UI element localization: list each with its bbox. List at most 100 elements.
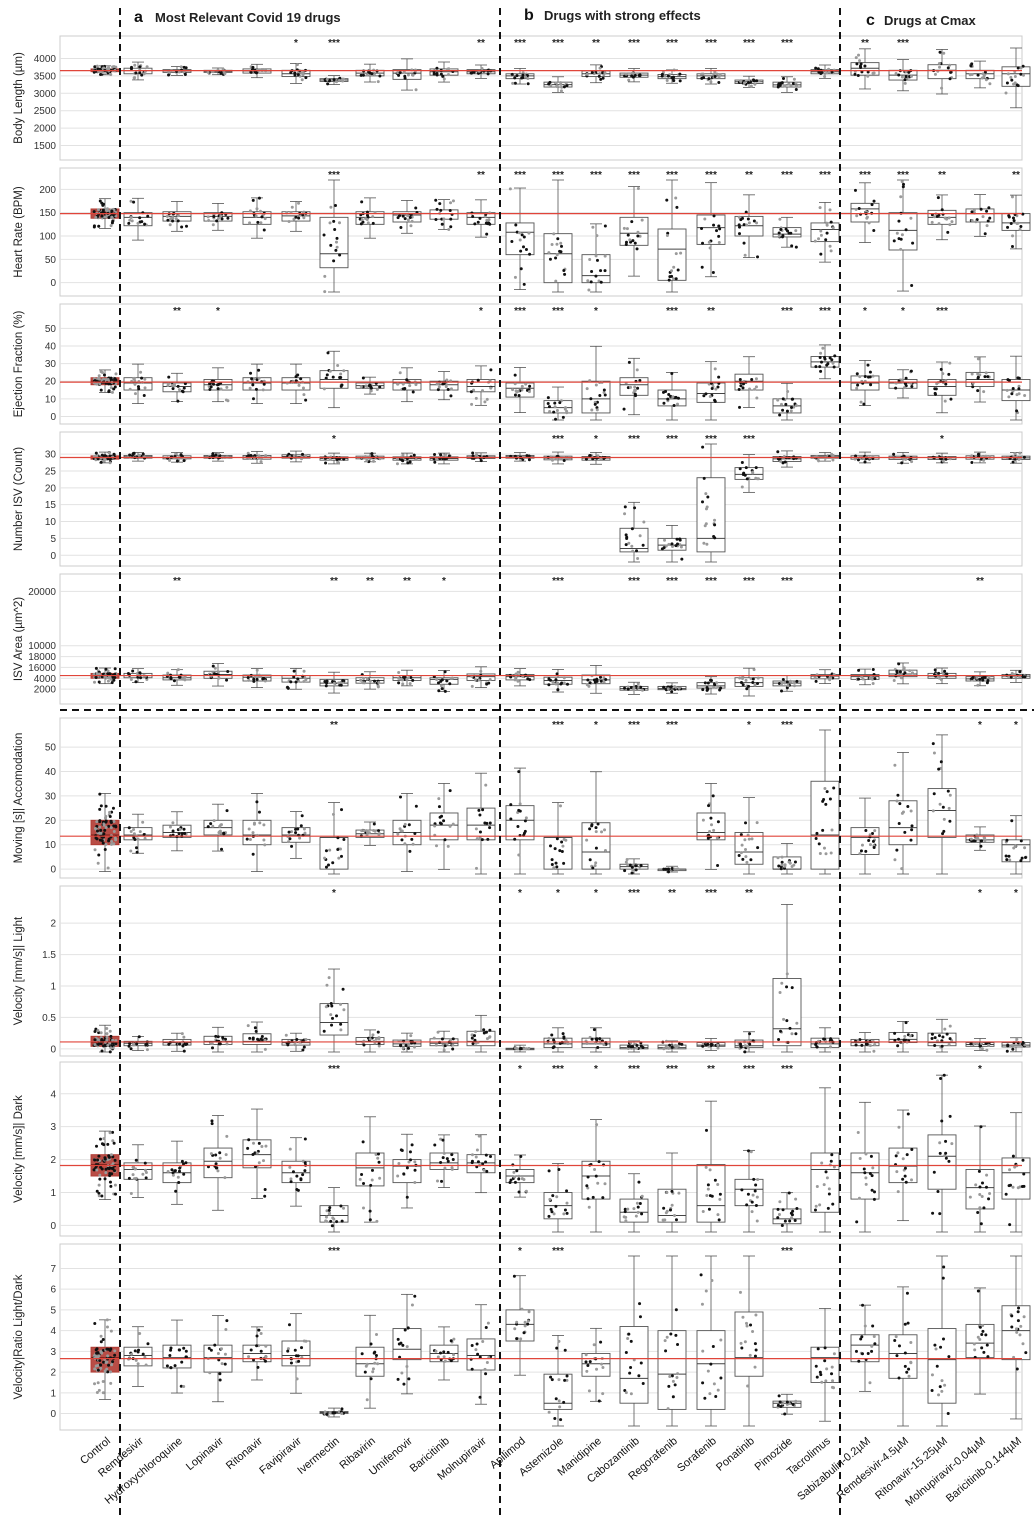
data-point [263, 1047, 267, 1051]
data-point [516, 670, 520, 674]
data-point [555, 672, 559, 676]
data-point [364, 384, 368, 388]
data-point [178, 1042, 182, 1046]
data-point [216, 387, 220, 391]
data-point [528, 384, 532, 388]
data-point [938, 802, 942, 806]
box-remdesivir [123, 1144, 153, 1198]
data-point [830, 70, 834, 74]
data-point [552, 866, 556, 870]
data-point [562, 1212, 566, 1216]
data-point [639, 1044, 643, 1048]
data-point [515, 390, 519, 394]
data-point [1017, 384, 1021, 388]
data-point [206, 825, 210, 829]
data-point [790, 406, 794, 410]
data-point [860, 1043, 864, 1047]
data-point [524, 1189, 528, 1193]
data-point [287, 830, 291, 834]
data-point [225, 678, 229, 682]
data-point [712, 223, 716, 227]
data-point [1021, 73, 1025, 77]
data-point [440, 1037, 444, 1041]
data-point [397, 73, 401, 77]
data-point [438, 821, 442, 825]
data-point [259, 460, 263, 464]
data-point [96, 829, 100, 833]
data-point [980, 1047, 984, 1051]
data-point [409, 676, 413, 680]
data-point [941, 671, 945, 675]
significance-stars: *** [590, 170, 602, 181]
data-point [948, 1037, 952, 1041]
box-iqr [581, 254, 611, 284]
data-point [341, 987, 345, 991]
data-point [701, 500, 705, 504]
data-point [718, 688, 722, 692]
data-point [867, 221, 871, 225]
data-point [940, 1044, 944, 1048]
data-point [328, 848, 332, 852]
data-point [166, 218, 170, 222]
data-point [865, 215, 869, 219]
data-point [361, 376, 365, 380]
data-point [747, 684, 751, 688]
data-point [397, 1161, 401, 1165]
data-point [324, 849, 328, 853]
box-astemizole [543, 386, 573, 421]
data-point [932, 751, 936, 755]
data-point [214, 1162, 218, 1166]
data-point [523, 819, 527, 823]
significance-stars: *** [705, 170, 717, 181]
box-apilimod [505, 68, 535, 86]
data-point [252, 677, 256, 681]
data-point [1023, 393, 1027, 397]
data-point [174, 452, 178, 456]
data-point [1011, 234, 1015, 238]
data-point [289, 1180, 293, 1184]
data-point [100, 839, 104, 843]
data-point [794, 81, 798, 85]
data-point [978, 1044, 982, 1048]
data-point [332, 78, 336, 82]
box-baricitinib [429, 783, 459, 870]
data-point [794, 1032, 798, 1036]
data-point [547, 1036, 551, 1040]
data-point [509, 817, 513, 821]
data-point [409, 1034, 413, 1038]
data-point [751, 78, 755, 82]
box-sabizabulin-0-2-m [850, 668, 880, 686]
significance-stars: ** [477, 170, 485, 181]
data-point [669, 685, 673, 689]
data-point [175, 459, 179, 463]
data-point [898, 802, 902, 806]
data-point [716, 1043, 720, 1047]
data-point [246, 676, 250, 680]
data-point [743, 81, 747, 85]
data-point [910, 824, 914, 828]
data-point [669, 394, 673, 398]
data-point [739, 1045, 743, 1049]
data-point [166, 1169, 170, 1173]
data-point [437, 689, 441, 693]
data-point [396, 216, 400, 220]
data-point [933, 1036, 937, 1040]
data-point [674, 685, 678, 689]
box-baricitinib-0-144-m [1001, 194, 1031, 250]
y-tick-label: 2500 [34, 106, 57, 117]
data-point [470, 1036, 474, 1040]
data-point [1012, 82, 1016, 86]
box-tacrolimus [810, 729, 840, 875]
data-point [593, 1167, 597, 1171]
box-sorafenib [696, 68, 726, 85]
data-point [376, 80, 380, 84]
data-point [744, 855, 748, 859]
data-point [900, 233, 904, 237]
section-b-title: Drugs with strong effects [544, 8, 701, 23]
data-point [555, 837, 559, 841]
data-point [829, 851, 833, 855]
data-point [555, 681, 559, 685]
data-point [700, 76, 704, 80]
data-point [183, 831, 187, 835]
